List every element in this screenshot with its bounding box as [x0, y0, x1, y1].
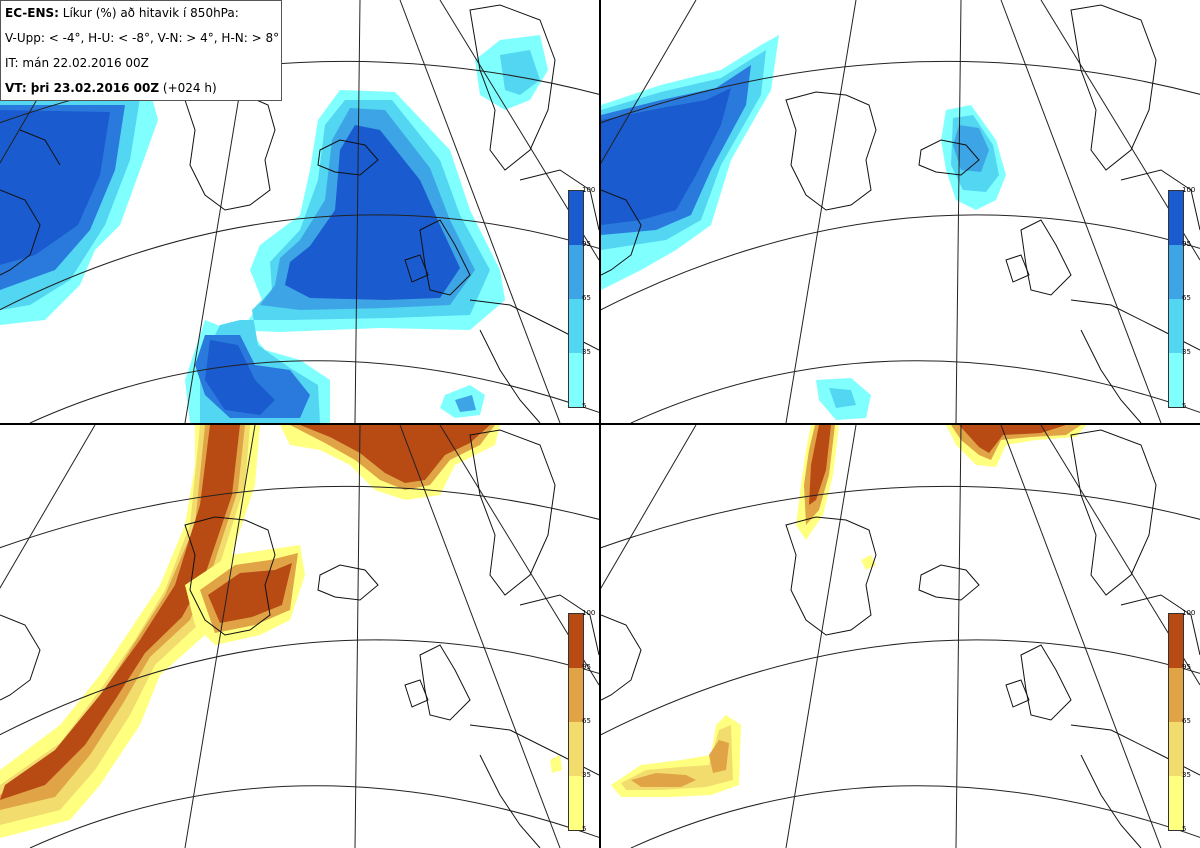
forecast-info-box: EC-ENS: Líkur (%) að hitavik í 850hPa: V… — [0, 0, 282, 101]
colorbar-tick: 65 — [582, 717, 591, 725]
map-panel-top-left: EC-ENS: Líkur (%) að hitavik í 850hPa: V… — [0, 0, 599, 423]
panel-divider-horizontal — [0, 423, 1200, 425]
threshold-legend: V-Upp: < -4°, H-U: < -8°, V-N: > 4°, H-N… — [5, 31, 280, 45]
coastlines — [601, 429, 1200, 848]
coastlines — [601, 4, 1200, 423]
colorbar-tick: 65 — [1182, 717, 1191, 725]
colorbar-tick: 5 — [582, 825, 587, 833]
colorbar-tick: 65 — [1182, 294, 1191, 302]
probability-field — [0, 425, 562, 838]
probability-map-cold-4 — [0, 0, 599, 423]
valid-time: VT: þri 23.02.2016 00Z — [5, 81, 160, 95]
colorbar-tick: 100 — [1182, 609, 1196, 617]
probability-map-cold-8 — [601, 0, 1200, 423]
graticule — [0, 425, 599, 848]
init-time: IT: mán 22.02.2016 00Z — [5, 56, 149, 70]
graticule — [601, 0, 1200, 423]
lead-time: (+024 h) — [162, 81, 217, 95]
colorbar-warm — [568, 613, 584, 831]
coastlines — [0, 429, 599, 848]
colorbar-tick: 35 — [582, 771, 591, 779]
probability-field — [611, 425, 1086, 797]
colorbar-tick: 100 — [582, 609, 596, 617]
colorbar-tick: 35 — [582, 348, 591, 356]
probability-field — [0, 35, 548, 423]
colorbar-tick: 100 — [1182, 186, 1196, 194]
probability-map-warm-4 — [0, 425, 599, 848]
probability-field — [601, 35, 1006, 420]
chart-title: Líkur (%) að hitavik í 850hPa: — [62, 6, 239, 20]
model-label: EC-ENS: — [5, 6, 59, 20]
colorbar-tick: 5 — [582, 402, 587, 410]
colorbar-tick: 95 — [582, 240, 591, 248]
map-panel-bottom-left: 100 95 65 35 5 — [0, 425, 599, 848]
map-panel-bottom-right: 100 95 65 35 5 — [601, 425, 1200, 848]
map-panel-top-right: 100 95 65 35 5 — [601, 0, 1200, 423]
probability-map-warm-8 — [601, 425, 1200, 848]
colorbar-tick: 95 — [1182, 240, 1191, 248]
colorbar-tick: 35 — [1182, 771, 1191, 779]
colorbar-cold — [1168, 190, 1184, 408]
colorbar-tick: 5 — [1182, 825, 1187, 833]
colorbar-tick: 100 — [582, 186, 596, 194]
colorbar-tick: 5 — [1182, 402, 1187, 410]
colorbar-warm — [1168, 613, 1184, 831]
colorbar-cold — [568, 190, 584, 408]
colorbar-tick: 95 — [1182, 663, 1191, 671]
colorbar-tick: 35 — [1182, 348, 1191, 356]
colorbar-tick: 95 — [582, 663, 591, 671]
colorbar-tick: 65 — [582, 294, 591, 302]
